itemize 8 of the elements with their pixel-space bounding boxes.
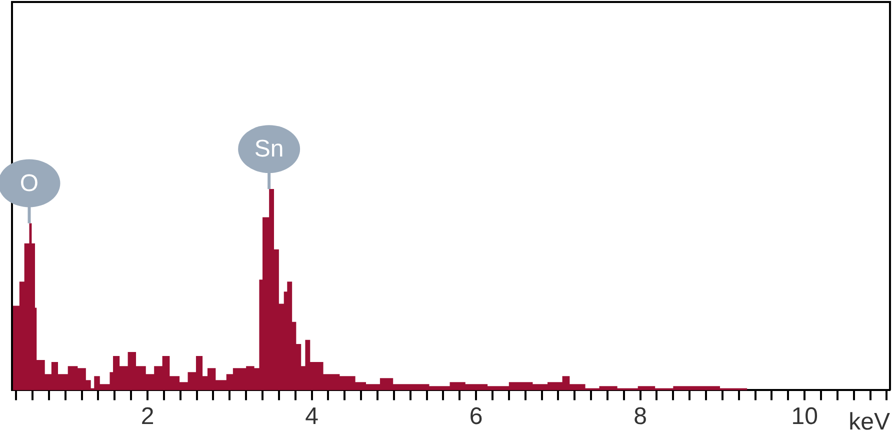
annotation: Sn <box>254 136 284 163</box>
annotation: O <box>20 170 39 197</box>
x-tick-label: 2 <box>140 403 154 430</box>
x-axis-title: keV <box>848 408 890 436</box>
x-tick-label: 4 <box>305 403 318 430</box>
x-tick-label: 8 <box>634 403 647 430</box>
x-tick-label: 10 <box>791 403 818 430</box>
x-tick-label: 6 <box>469 403 483 430</box>
